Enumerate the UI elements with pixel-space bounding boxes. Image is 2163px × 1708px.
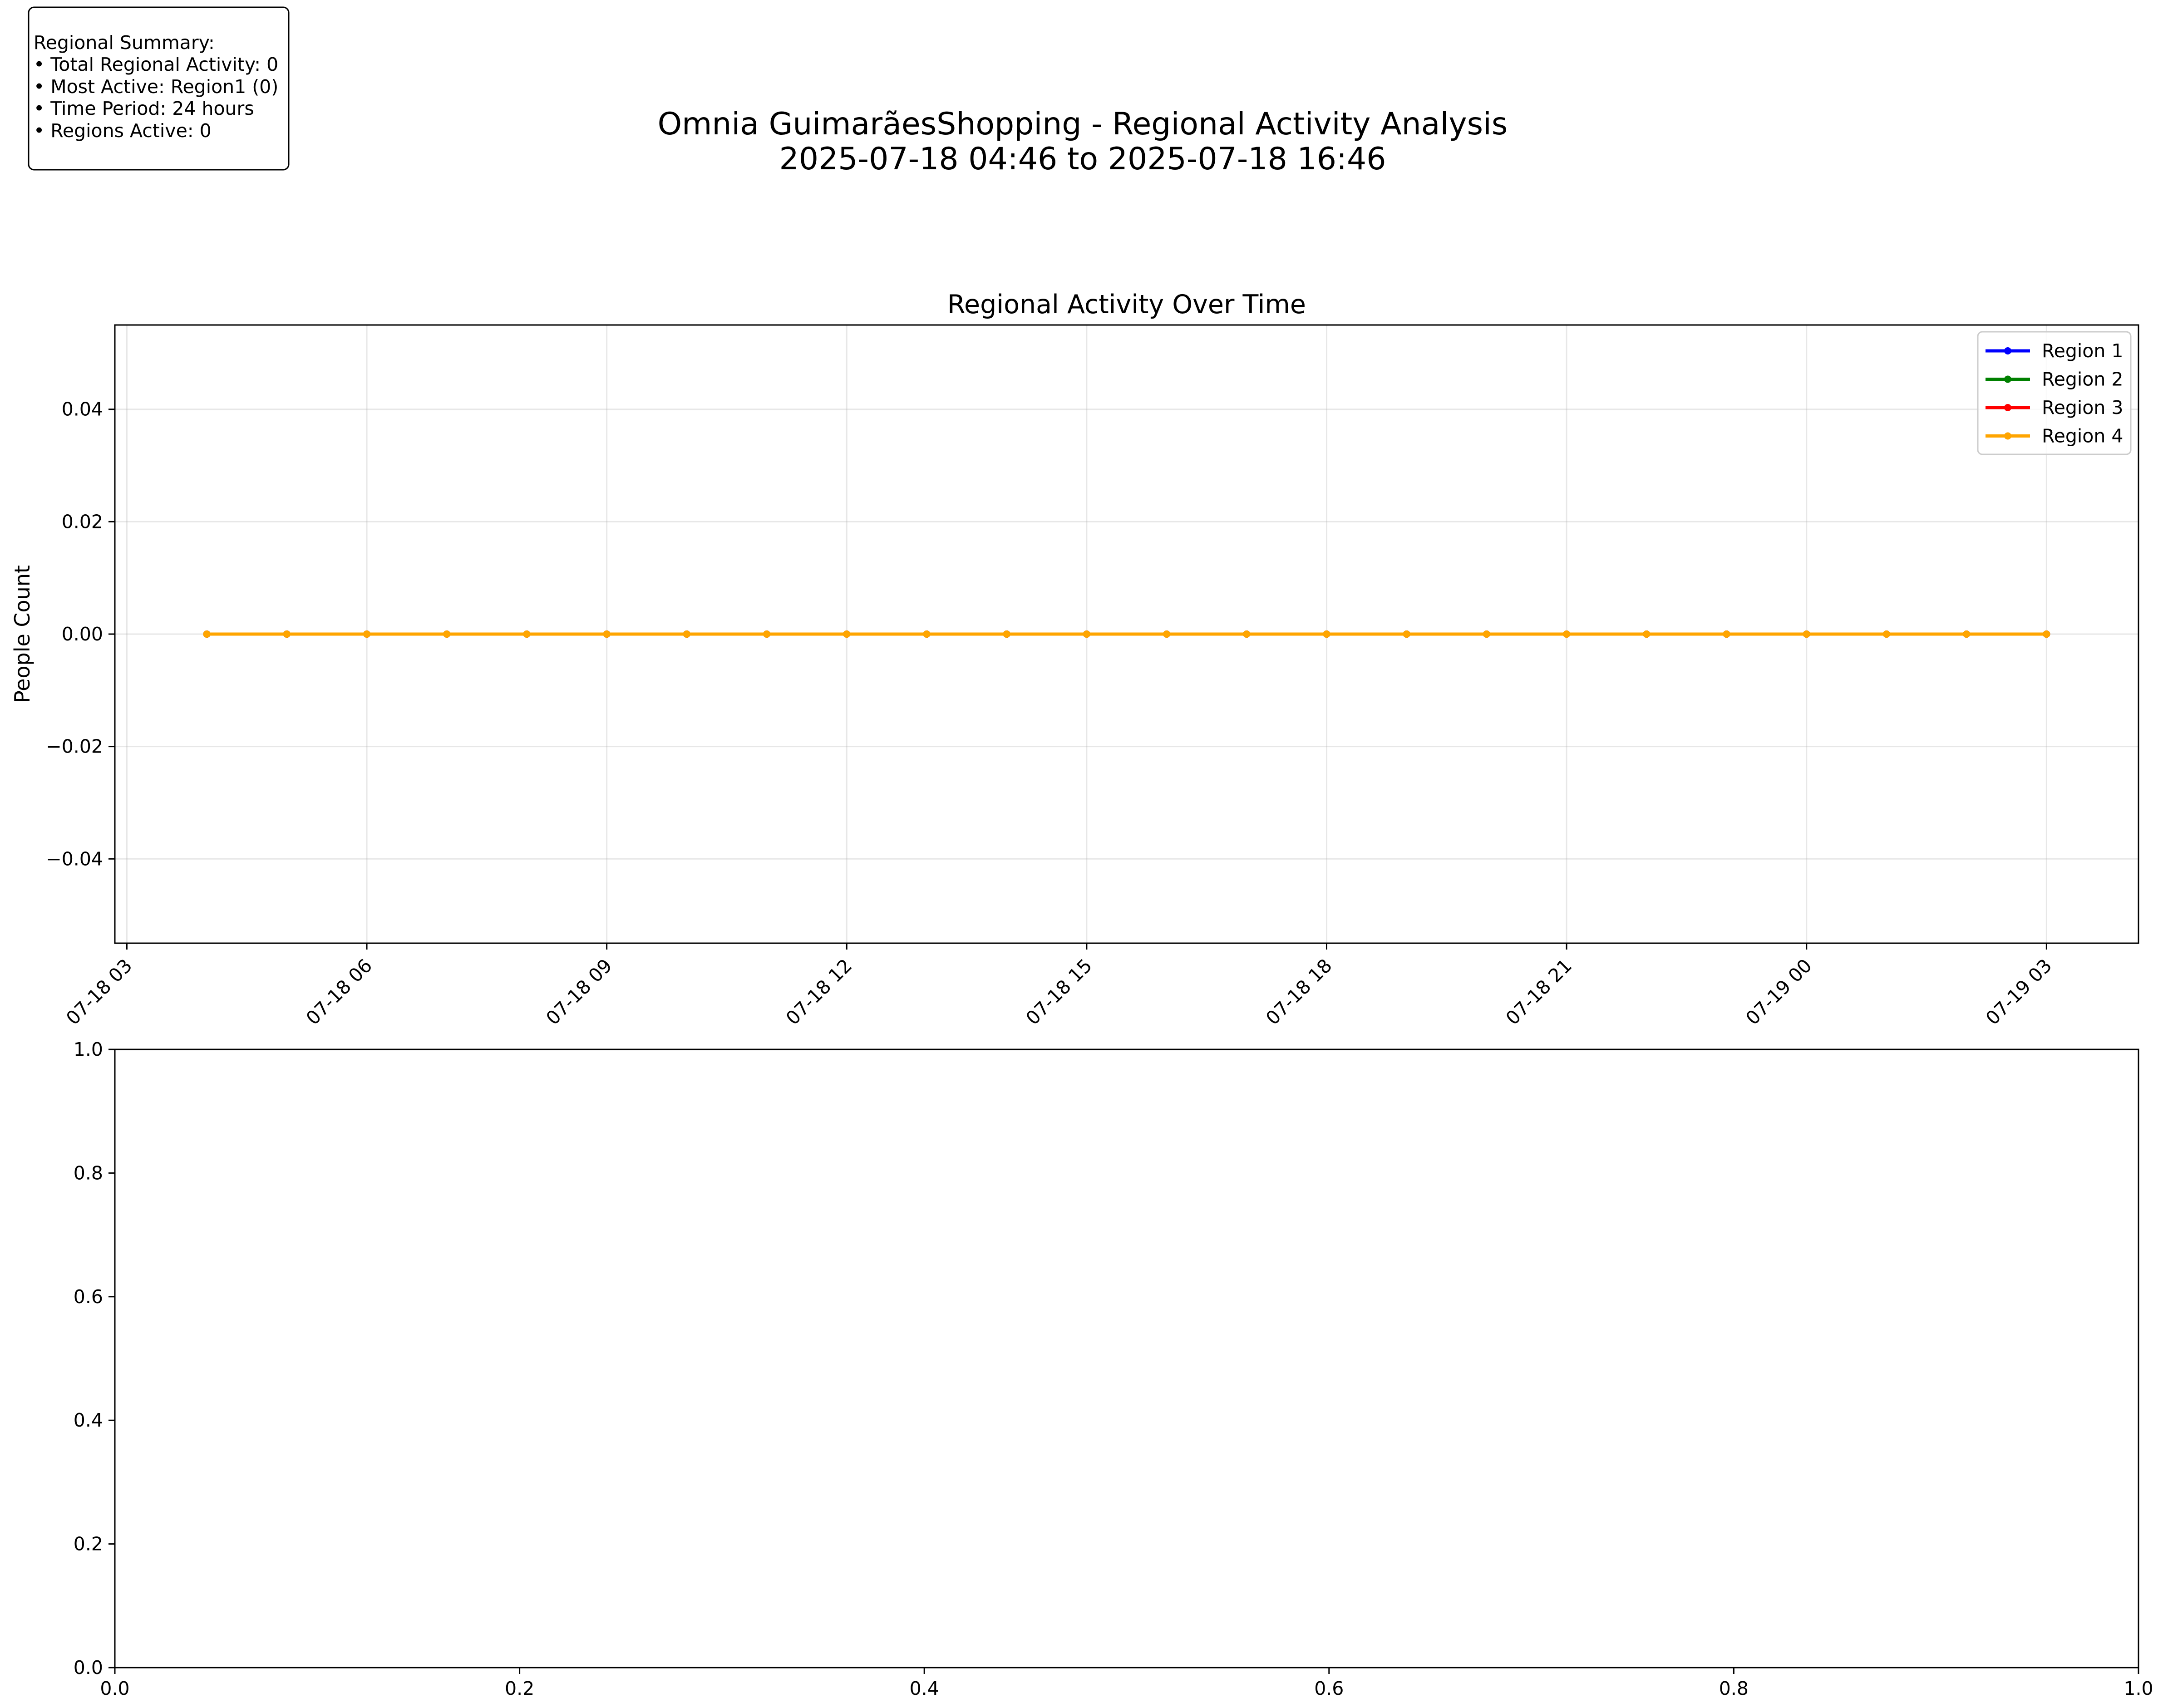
legend-label: Region 1 [2042, 340, 2123, 362]
data-point [1723, 630, 1730, 638]
data-point [1003, 630, 1010, 638]
data-point [843, 630, 851, 638]
legend: Region 1 Region 2 Region 3 Region 4 [1977, 331, 2132, 455]
bottom-chart-x-axis: 0.0 0.2 0.4 0.6 0.8 1.0 [100, 1668, 2153, 1699]
data-point [283, 630, 291, 638]
data-point [443, 630, 451, 638]
bottom-y-tick-label: 0.8 [74, 1162, 103, 1184]
data-point [683, 630, 690, 638]
data-point [1643, 630, 1651, 638]
data-point [1563, 630, 1571, 638]
top-chart-y-axis: −0.04 −0.02 0.00 0.02 0.04 [46, 399, 115, 870]
bottom-x-tick-label: 1.0 [2124, 1678, 2153, 1699]
data-point [2043, 630, 2050, 638]
legend-marker [2004, 347, 2011, 354]
data-point [1403, 630, 1410, 638]
top-chart-ylabel: People Count [10, 565, 34, 703]
top-y-tick-label: 0.04 [62, 399, 103, 420]
data-point [1083, 630, 1090, 638]
top-y-tick-label: 0.02 [62, 511, 103, 532]
top-chart-title: Regional Activity Over Time [947, 290, 1306, 320]
bottom-y-tick-label: 0.6 [74, 1286, 103, 1308]
figure-subtitle: 2025-07-18 04:46 to 2025-07-18 16:46 [779, 141, 1386, 177]
legend-marker [2004, 404, 2011, 411]
bottom-y-tick-label: 0.4 [74, 1409, 103, 1431]
bottom-chart-frame [114, 1048, 2139, 1669]
summary-line: • Most Active: Region1 (0) [34, 76, 278, 98]
data-point [1882, 630, 1890, 638]
data-point [923, 630, 931, 638]
bottom-chart-y-axis: 0.0 0.2 0.4 0.6 0.8 1.0 [74, 1039, 115, 1678]
data-point [203, 630, 211, 638]
bottom-y-tick-label: 1.0 [74, 1039, 103, 1060]
data-point [1963, 630, 1971, 638]
legend-marker [2004, 432, 2011, 440]
bottom-x-tick-label: 0.2 [505, 1678, 534, 1699]
summary-line: Regional Summary: [34, 32, 215, 54]
bottom-x-tick-label: 0.8 [1719, 1678, 1749, 1699]
summary-line: • Time Period: 24 hours [34, 98, 254, 119]
data-point [1243, 630, 1251, 638]
top-y-tick-label: −0.02 [46, 736, 103, 758]
summary-line: • Regions Active: 0 [34, 120, 212, 142]
top-y-tick-label: −0.04 [46, 848, 103, 870]
data-point [763, 630, 771, 638]
data-point [1323, 630, 1330, 638]
data-point [1803, 630, 1810, 638]
bottom-y-tick-label: 0.0 [74, 1657, 103, 1678]
legend-label: Region 3 [2042, 397, 2123, 418]
bottom-x-tick-label: 0.6 [1314, 1678, 1344, 1699]
data-point [1483, 630, 1490, 638]
legend-marker [2004, 375, 2011, 383]
data-point [1163, 630, 1171, 638]
data-point [603, 630, 611, 638]
data-point [523, 630, 531, 638]
top-y-tick-label: 0.00 [62, 623, 103, 645]
legend-label: Region 4 [2042, 425, 2123, 447]
summary-box: Regional Summary: • Total Regional Activ… [28, 6, 290, 171]
summary-line: • Total Regional Activity: 0 [34, 54, 278, 75]
figure-title: Omnia GuimarãesShopping - Regional Activ… [658, 106, 1508, 142]
bottom-y-tick-label: 0.2 [74, 1533, 103, 1555]
bottom-x-tick-label: 0.0 [100, 1678, 129, 1699]
legend-frame [1977, 331, 2132, 455]
bottom-x-tick-label: 0.4 [910, 1678, 939, 1699]
legend-label: Region 2 [2042, 369, 2123, 390]
top-chart-series [203, 630, 2050, 638]
data-point [363, 630, 371, 638]
